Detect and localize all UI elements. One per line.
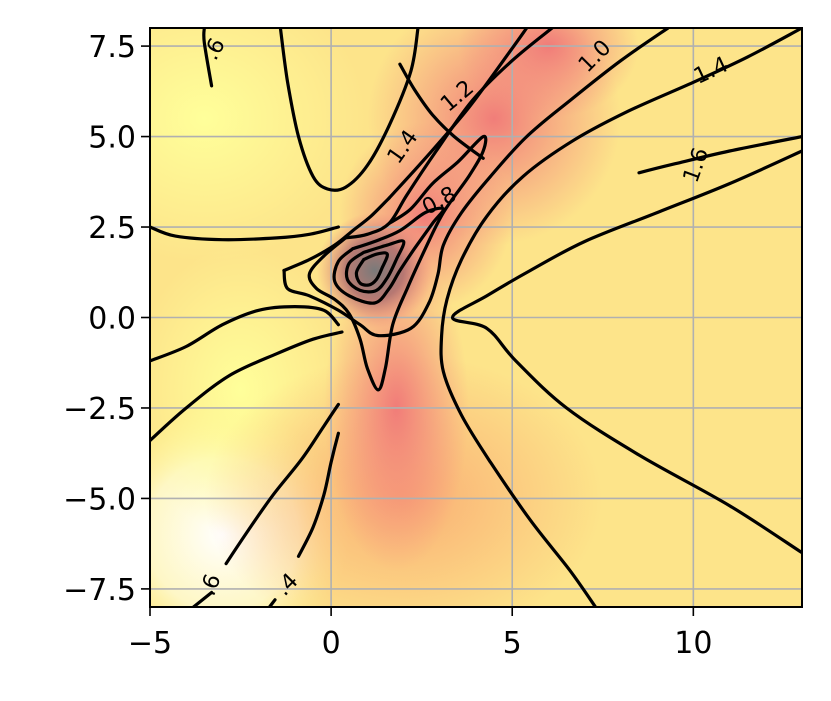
contour-line-7 (344, 28, 554, 240)
x-tick-label-0: −5 (128, 626, 172, 661)
y-axis: −7.5 −5.0 −2.5 0.0 2.5 5.0 7.5 (63, 30, 150, 608)
contour-line-14 (150, 305, 340, 363)
contour-line-19 (296, 431, 340, 558)
contour-line-2 (398, 62, 485, 160)
x-tick-label-1: 0 (322, 626, 341, 661)
heat-blob-6 (457, 28, 639, 119)
contour-lines (150, 28, 802, 607)
contour-line-0 (278, 28, 420, 192)
x-tick-label-2: 5 (503, 626, 522, 661)
contour-line-1 (150, 225, 340, 242)
contour-line-11 (332, 206, 446, 305)
x-tick-label-3: 10 (674, 626, 712, 661)
y-tick-label-5: 5.0 (88, 121, 136, 156)
contour-line-17 (224, 402, 340, 566)
heat-blob-0 (150, 28, 368, 264)
y-tick-label-6: 7.5 (88, 30, 136, 65)
contour-line-15 (150, 330, 344, 443)
y-tick-label-4: 2.5 (88, 211, 136, 246)
contour-line-3 (637, 135, 802, 175)
contour-line-9 (282, 28, 670, 338)
contour-line-10 (307, 134, 488, 392)
contour-line-4 (439, 28, 802, 607)
y-tick-label-0: −7.5 (63, 573, 136, 608)
grid (150, 28, 802, 607)
y-tick-label-2: −2.5 (63, 392, 136, 427)
y-tick-label-3: 0.0 (88, 302, 136, 337)
contour-line-6 (387, 28, 529, 200)
contour-line-5 (450, 149, 802, 555)
x-axis: −5 0 5 10 (128, 607, 712, 661)
contour-line-13 (354, 251, 389, 287)
contour-line-20 (202, 28, 214, 88)
y-tick-label-1: −5.0 (63, 482, 136, 517)
contour-line-12 (344, 239, 406, 294)
